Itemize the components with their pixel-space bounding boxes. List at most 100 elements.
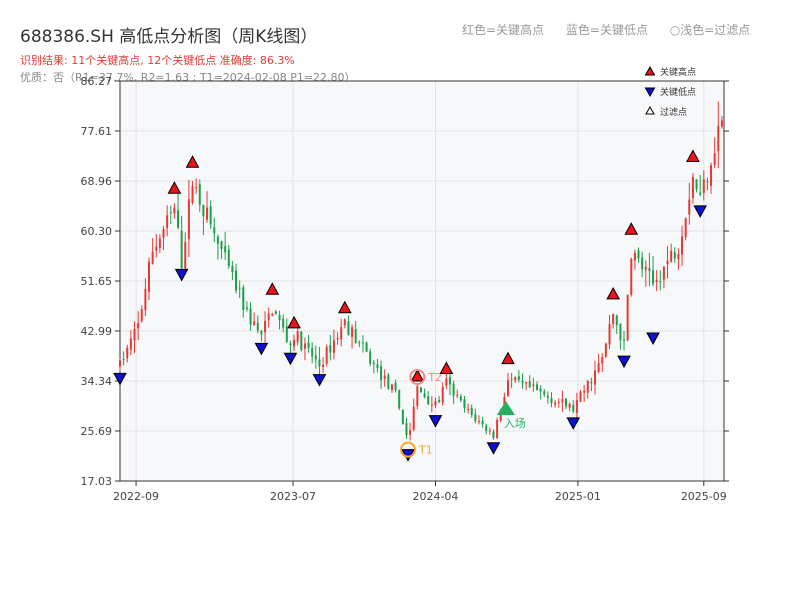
candle-body	[394, 382, 397, 391]
candle-body	[361, 342, 364, 344]
key-low-marker	[486, 442, 501, 455]
candle-body	[206, 207, 209, 220]
candle-body	[198, 184, 201, 205]
candle-body	[644, 266, 647, 270]
candle-body	[282, 318, 285, 328]
candle-body	[662, 266, 665, 280]
plot-frame	[119, 80, 725, 482]
candle-body	[343, 319, 346, 326]
candle-body	[155, 246, 158, 251]
candle-body	[702, 179, 705, 194]
candle-body	[568, 403, 571, 408]
color-key-low: 蓝色=关键低点	[565, 23, 648, 37]
y-tick-label: 17.03	[81, 475, 113, 488]
candle-body	[474, 414, 477, 422]
candle-body	[485, 425, 488, 432]
candle-body	[332, 340, 335, 353]
candle-body	[162, 229, 165, 238]
key-high-marker	[265, 282, 280, 295]
legend-filtered-marker	[645, 105, 655, 115]
candle-body	[557, 401, 560, 403]
color-key-filtered: ○浅色=过滤点	[669, 23, 751, 37]
color-key: 红色=关键高点 蓝色=关键低点 ○浅色=过滤点	[462, 21, 750, 38]
candle-body	[148, 261, 151, 292]
key-low-marker	[693, 205, 708, 218]
candle-body	[535, 384, 538, 391]
candle-body	[477, 420, 480, 422]
key-low-marker	[646, 332, 660, 346]
candle-body	[202, 204, 205, 217]
candle-body	[347, 321, 350, 336]
candle-body	[452, 383, 455, 396]
candle-body	[224, 246, 227, 253]
candle-body	[376, 364, 379, 369]
x-tick-label: 2022-09	[113, 490, 159, 503]
candle-body	[231, 265, 234, 273]
candle-body	[691, 176, 694, 198]
legend-label: 关键高点	[660, 66, 696, 78]
candle-body	[499, 409, 502, 421]
candle-body	[648, 268, 651, 272]
candle-body	[307, 342, 310, 348]
candle-body	[684, 218, 687, 238]
key-high-marker	[287, 315, 301, 329]
candle-body	[401, 409, 404, 425]
key-high-marker	[686, 149, 700, 162]
legend-high-marker	[644, 65, 656, 76]
candle-body	[220, 241, 223, 249]
candle-body	[274, 311, 277, 314]
candle-body	[434, 400, 437, 406]
candle-body	[688, 199, 691, 215]
candle-body	[140, 309, 143, 322]
t1-circle	[400, 441, 417, 458]
key-high-marker	[606, 286, 620, 300]
candle-body	[488, 430, 491, 432]
key-low-marker	[283, 352, 298, 366]
candle-body	[448, 377, 451, 385]
candle-body	[710, 165, 713, 186]
y-tick-label: 60.30	[81, 225, 113, 238]
color-key-high: 红色=关键高点	[462, 23, 545, 37]
candle-body	[673, 252, 676, 259]
candle-body	[296, 331, 299, 343]
candle-body	[666, 260, 669, 265]
candle-body	[652, 270, 655, 284]
candle-body	[496, 419, 499, 439]
candle-body	[177, 210, 180, 228]
candle-body	[242, 287, 245, 310]
candle-body	[695, 179, 698, 190]
candle-body	[575, 400, 578, 414]
candle-body	[133, 328, 136, 341]
candle-body	[383, 375, 386, 379]
key-low-marker	[617, 355, 631, 369]
chart-title: 688386.SH 高低点分析图（周K线图）	[20, 27, 318, 47]
candle-body	[659, 281, 662, 283]
candle-body	[528, 381, 531, 388]
candle-body	[260, 330, 263, 335]
key-low-marker	[174, 268, 189, 282]
key-low-marker	[113, 372, 127, 386]
candle-body	[191, 186, 194, 204]
candle-body	[369, 351, 372, 364]
candle-body	[597, 363, 600, 372]
candle-body	[503, 397, 506, 410]
chart-subtitle: 识别结果: 11个关键高点, 12个关键低点 准确度: 86.3%	[20, 54, 295, 67]
candle-body	[623, 339, 626, 341]
candle-body	[340, 327, 343, 340]
candle-body	[285, 326, 288, 342]
candle-body	[438, 400, 441, 402]
candle-body	[579, 391, 582, 402]
key-high-marker	[439, 361, 454, 374]
candle-body	[467, 409, 470, 411]
y-tick-label: 42.99	[81, 325, 113, 338]
candle-body	[180, 230, 183, 269]
candle-body	[169, 212, 172, 214]
candle-body	[506, 380, 509, 396]
candle-body	[525, 382, 528, 384]
candle-body	[619, 323, 622, 341]
candle-body	[633, 252, 636, 261]
candle-body	[267, 313, 270, 321]
candle-body	[720, 120, 723, 127]
candle-body	[630, 258, 633, 295]
candle-body	[271, 313, 274, 316]
